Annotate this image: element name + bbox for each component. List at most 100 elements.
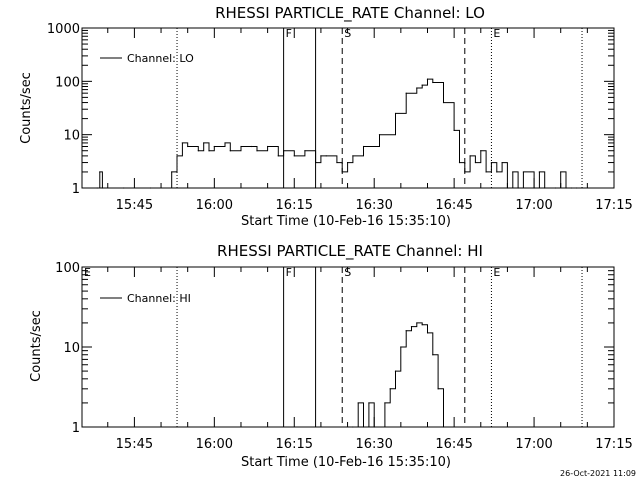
data-point bbox=[229, 150, 231, 152]
y-axis-label-lo: Counts/sec bbox=[19, 72, 34, 144]
data-point bbox=[421, 324, 423, 326]
x-tick-label: 17:00 bbox=[515, 198, 552, 213]
data-point bbox=[352, 426, 354, 428]
data-point bbox=[346, 161, 349, 164]
data-point bbox=[405, 92, 407, 94]
y-tick-label: 10 bbox=[63, 341, 80, 356]
data-point bbox=[394, 370, 397, 372]
x-tick-label: 16:30 bbox=[355, 437, 392, 452]
data-point bbox=[437, 388, 439, 390]
y-tick-label: 1 bbox=[72, 421, 80, 436]
y-axis-label-hi: Counts/sec bbox=[29, 310, 44, 382]
data-point bbox=[432, 354, 434, 356]
data-point bbox=[256, 150, 258, 152]
data-point bbox=[325, 155, 327, 157]
data-point bbox=[149, 187, 151, 189]
data-point bbox=[320, 155, 322, 157]
x-axis-label-hi: Start Time (10-Feb-16 15:35:10) bbox=[241, 455, 451, 470]
data-point bbox=[123, 187, 125, 189]
data-point bbox=[416, 87, 418, 89]
x-tick-label: 16:00 bbox=[196, 437, 233, 452]
data-point bbox=[283, 150, 285, 152]
data-point bbox=[432, 81, 434, 84]
data-point bbox=[197, 150, 199, 152]
data-point bbox=[576, 187, 578, 189]
footer-timestamp: 26-Oct-2021 11:09 bbox=[560, 469, 636, 478]
marker-label: S bbox=[344, 266, 351, 279]
panel-lo: RHESSI PARTICLE_RATE Channel: LO Counts/… bbox=[19, 4, 633, 229]
data-point bbox=[101, 187, 104, 189]
data-point bbox=[171, 171, 173, 173]
x-tick-label: 15:45 bbox=[116, 198, 153, 213]
data-point bbox=[336, 161, 338, 164]
data-point bbox=[570, 187, 572, 189]
marker-label: E bbox=[493, 27, 500, 40]
x-tick-label: 16:45 bbox=[435, 198, 472, 213]
y-tick-label: 100 bbox=[55, 261, 80, 276]
data-point bbox=[458, 161, 461, 164]
marker-label: F bbox=[286, 266, 292, 279]
data-point bbox=[378, 134, 381, 136]
data-point bbox=[208, 150, 210, 152]
data-point bbox=[421, 84, 423, 86]
data-point bbox=[368, 402, 370, 404]
data-point bbox=[277, 155, 279, 157]
data-point bbox=[560, 171, 562, 173]
data-point bbox=[267, 145, 269, 148]
data-point bbox=[442, 101, 445, 104]
data-point bbox=[405, 330, 407, 332]
data-point bbox=[96, 187, 98, 189]
series-line bbox=[352, 322, 444, 428]
data-point bbox=[410, 325, 413, 328]
data-point bbox=[181, 142, 183, 144]
x-axis-label-lo: Start Time (10-Feb-16 15:35:10) bbox=[241, 214, 451, 229]
data-point bbox=[304, 150, 306, 152]
data-point bbox=[362, 426, 365, 428]
marker-label: F bbox=[286, 27, 292, 40]
data-point bbox=[522, 171, 525, 173]
data-point bbox=[485, 171, 487, 173]
data-point bbox=[480, 150, 482, 152]
legend-label-lo: Channel: LO bbox=[127, 52, 194, 65]
y-tick-label: 1 bbox=[72, 182, 80, 197]
data-point bbox=[203, 142, 205, 144]
data-point bbox=[240, 145, 242, 148]
data-point bbox=[517, 187, 519, 189]
data-point bbox=[496, 171, 498, 173]
legend-label-hi: Channel: HI bbox=[127, 292, 191, 305]
chart-title-lo: RHESSI PARTICLE_RATE Channel: LO bbox=[215, 4, 485, 23]
y-tick-label: 100 bbox=[55, 75, 80, 90]
data-point bbox=[426, 78, 429, 80]
data-point bbox=[453, 129, 455, 132]
marker-label: S bbox=[344, 27, 351, 40]
data-point bbox=[416, 322, 418, 324]
x-tick-label: 16:45 bbox=[435, 437, 472, 452]
plot-frame bbox=[81, 266, 615, 428]
data-point bbox=[187, 145, 189, 148]
marker-label: E bbox=[84, 266, 91, 279]
data-point bbox=[512, 171, 514, 173]
x-tick-label: 15:45 bbox=[116, 437, 153, 452]
data-point bbox=[464, 171, 466, 173]
data-point bbox=[506, 187, 509, 189]
x-tick-label: 17:15 bbox=[595, 437, 632, 452]
data-point bbox=[544, 187, 546, 189]
x-tick-label: 17:15 bbox=[595, 198, 632, 213]
data-point bbox=[442, 426, 445, 428]
panel-hi: RHESSI PARTICLE_RATE Channel: HI Counts/… bbox=[29, 242, 633, 470]
data-point bbox=[314, 161, 317, 164]
data-point bbox=[362, 145, 365, 148]
data-point bbox=[501, 161, 503, 164]
data-point bbox=[389, 388, 391, 390]
data-point bbox=[565, 187, 567, 189]
data-point bbox=[384, 402, 386, 404]
data-point bbox=[533, 187, 535, 189]
data-point bbox=[426, 332, 429, 334]
data-point bbox=[400, 346, 402, 348]
y-tick-label: 1000 bbox=[47, 22, 80, 37]
data-point bbox=[394, 112, 397, 115]
data-point bbox=[224, 142, 226, 144]
data-point bbox=[538, 171, 540, 173]
data-point bbox=[341, 171, 343, 173]
